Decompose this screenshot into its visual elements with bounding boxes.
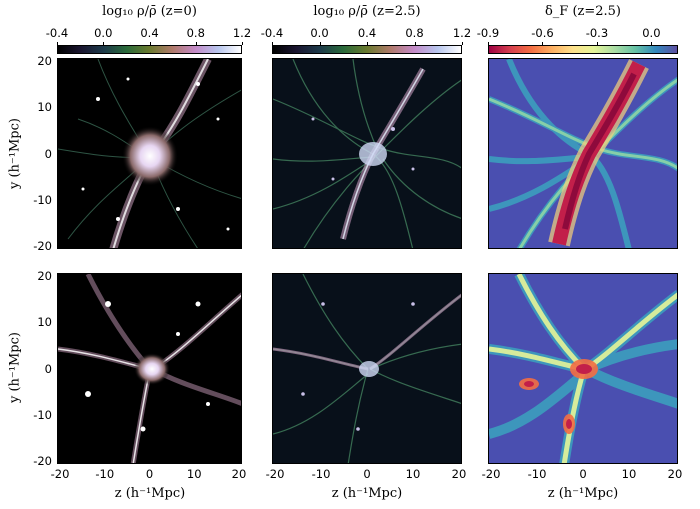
- colorbar-2-tick-mark: [414, 42, 416, 45]
- y-tick-label: 20: [37, 54, 52, 68]
- y-tick-label: -10: [33, 192, 52, 207]
- colorbar-1-tick-mark: [195, 42, 197, 45]
- panel-density-z0-bottom: [57, 273, 242, 464]
- x-tick-label: -10: [95, 467, 115, 481]
- panel-density-z2.5-top: [272, 58, 462, 249]
- colorbar-3-tick-label: -0.9: [476, 26, 500, 40]
- x-tick-label: 10: [621, 467, 637, 481]
- colorbar-3-tick-mark: [488, 42, 489, 45]
- x-tick-label: 0: [363, 467, 371, 481]
- colorbar-1-tick-label: 0.8: [186, 26, 205, 40]
- colorbar-2-tick-label: 1.2: [452, 26, 472, 40]
- colorbar-1-tick-label: 1.2: [232, 26, 252, 40]
- colorbar-title-1: log₁₀ ρ/ρ̄ (z=0): [102, 4, 197, 19]
- panel-flux-z2.5-top: [488, 58, 678, 249]
- colorbar-3-tick-mark: [542, 42, 544, 45]
- colorbar-title-3: δ_F (z=2.5): [544, 4, 622, 19]
- x-tick-label: 20: [451, 467, 467, 481]
- colorbar-2-tick-label: -0.4: [260, 26, 284, 40]
- y-tick-label: 20: [37, 269, 52, 283]
- colorbar-1-tick-label: 0.4: [140, 26, 159, 40]
- x-tick-label: 0: [145, 467, 154, 481]
- colorbar-1-tick-mark: [242, 42, 243, 45]
- panel-density-z0-top: [57, 58, 242, 249]
- x-tick-label: -20: [265, 467, 285, 481]
- x-tick-label: 10: [186, 467, 202, 481]
- x-tick-label: -10: [527, 467, 547, 481]
- x-tick-label: -20: [50, 467, 70, 481]
- colorbar-title-2: log₁₀ ρ/ρ̄ (z=2.5): [313, 4, 421, 19]
- panel-density-z2.5-bottom: [272, 273, 462, 464]
- y-tick-label: -10: [33, 407, 52, 422]
- colorbar-1-tick-mark: [103, 42, 105, 45]
- y-tick-label: 10: [37, 100, 52, 115]
- y-tick-label: 0: [44, 146, 52, 161]
- x-axis-label-3: z (h⁻¹Mpc): [547, 486, 619, 501]
- colorbar-2-tick-label: 0.4: [357, 26, 377, 40]
- colorbar-3: [488, 45, 678, 54]
- x-tick-label: 0: [579, 467, 587, 481]
- x-tick-label: 20: [231, 467, 247, 481]
- y-tick-label: 10: [37, 315, 52, 330]
- y-tick-label: -20: [33, 454, 52, 468]
- x-tick-label: -20: [481, 467, 501, 481]
- panel-flux-z2.5-bottom: [488, 273, 678, 464]
- colorbar-1-tick-label: -0.4: [45, 26, 69, 40]
- x-axis-label-2: z (h⁻¹Mpc): [331, 486, 403, 501]
- colorbar-3-tick-label: 0.0: [642, 26, 661, 40]
- colorbar-3-tick-label: -0.3: [585, 26, 609, 40]
- x-tick-label: 10: [405, 467, 421, 481]
- colorbar-2-tick-mark: [272, 42, 273, 45]
- y-tick-label: 0: [44, 361, 52, 376]
- colorbar-2: [272, 45, 462, 54]
- x-axis-label-1: z (h⁻¹Mpc): [114, 486, 186, 501]
- colorbar-1-tick-label: 0.0: [94, 26, 113, 40]
- y-tick-label: -20: [33, 239, 52, 253]
- colorbar-1-tick-mark: [57, 42, 58, 45]
- colorbar-2-tick-label: 0.0: [310, 26, 329, 40]
- colorbar-2-tick-label: 0.8: [405, 26, 424, 40]
- x-tick-label: 20: [667, 467, 683, 481]
- colorbar-1-tick-mark: [149, 42, 151, 45]
- colorbar-2-tick-mark: [367, 42, 368, 45]
- colorbar-2-tick-mark: [462, 42, 463, 45]
- colorbar-2-tick-mark: [319, 42, 321, 45]
- colorbar-1: [57, 45, 242, 54]
- colorbar-3-tick-label: -0.6: [531, 26, 554, 40]
- colorbar-3-tick-mark: [596, 42, 598, 45]
- colorbar-3-tick-mark: [651, 42, 653, 45]
- x-tick-label: -10: [311, 467, 331, 481]
